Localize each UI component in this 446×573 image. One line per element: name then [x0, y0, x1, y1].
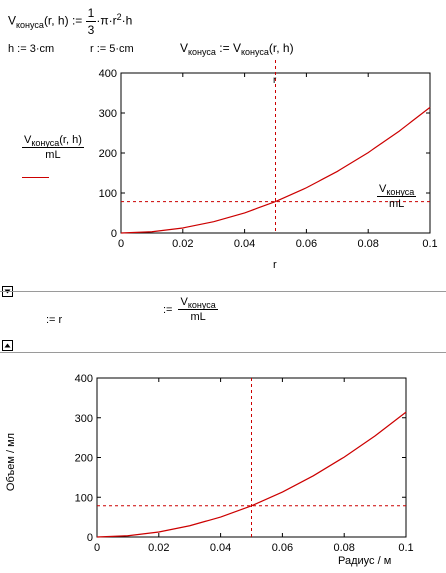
- triangle-up-icon: [4, 343, 11, 348]
- v-rhs-args: (r, h): [268, 41, 294, 55]
- plot1-marker-label: r: [273, 75, 277, 86]
- y-den: mL: [190, 311, 206, 323]
- plot1-chart[interactable]: 0 0.02 0.04 0.06 0.08 0.1 0 100 200 300 400: [0, 60, 446, 280]
- plot1-xtick-label: 0.04: [234, 238, 255, 250]
- formula-fraction: 1 3: [85, 6, 97, 37]
- plot1-ytick-label: 400: [99, 68, 117, 80]
- region-divider-top: [0, 291, 446, 292]
- region-divider-bottom: [0, 352, 446, 353]
- plot2-xtick-label: 0.08: [333, 542, 354, 554]
- plot2-xtick-label: 0: [94, 542, 100, 554]
- plot1-hline-label: Vконуса mL: [377, 183, 417, 210]
- plot1-xlabel: r: [273, 259, 277, 271]
- plot1-ylabel-args: (r, h): [59, 134, 82, 146]
- plot2-curve: [96, 411, 407, 538]
- plot2-ylabel: Объем / мл: [5, 432, 18, 492]
- plot1-ytick-label: 100: [99, 188, 117, 200]
- expand-toggle[interactable]: [2, 340, 13, 351]
- plot1-ylabel-den: mL: [45, 149, 61, 161]
- formula-lhs-sub: конуса: [16, 19, 44, 30]
- plot2-ytick-label: 200: [75, 453, 93, 465]
- plot1-hline-sub: конуса: [386, 187, 415, 197]
- plot2-ytick-label: 0: [87, 532, 93, 544]
- plot1-hline-den: mL: [388, 198, 405, 210]
- fraction-denominator: 3: [87, 23, 95, 37]
- plot1-ytick-label: 300: [99, 108, 117, 120]
- plot2-xtick-label: 0.1: [398, 542, 413, 554]
- plot1-hline-main: V: [379, 183, 387, 195]
- v-rhs-sub: конуса: [240, 47, 269, 57]
- plot2-xtick-label: 0.06: [272, 542, 293, 554]
- y-assign: :=: [163, 303, 173, 316]
- plot1-xtick-label: 0.08: [357, 238, 378, 250]
- formula-args: (r, h): [43, 13, 69, 28]
- plot1-curve: [120, 106, 431, 234]
- v-lhs-sub: конуса: [188, 47, 216, 57]
- x-placeholder[interactable]: := r: [46, 314, 63, 326]
- h-definition[interactable]: h := 3·cm: [8, 43, 55, 55]
- plot2-ytick-label: 400: [75, 373, 93, 385]
- plot1-ylabel-main: V: [24, 134, 32, 146]
- plot2-ytick-label: 300: [75, 413, 93, 425]
- v-assign: :=: [219, 41, 230, 55]
- y-num-sub: конуса: [187, 300, 216, 310]
- plot1-ytick-label: 0: [111, 228, 117, 240]
- formula-lhs: V: [8, 13, 17, 28]
- plot1-legend-swatch: [22, 177, 49, 178]
- fraction-numerator: 1: [85, 6, 97, 22]
- plot1-xtick-label: 0: [118, 238, 124, 250]
- plot2-xlabel: Радиус / м: [338, 555, 392, 567]
- y-expression[interactable]: := Vконуса mL: [163, 296, 218, 323]
- formula-rest-b: ·h: [121, 13, 133, 28]
- formula-exponent: 2: [116, 11, 122, 22]
- plot2-xtick-label: 0.04: [210, 542, 231, 554]
- formula-assign: :=: [71, 13, 83, 28]
- v-rhs: V: [232, 41, 241, 55]
- plot1-ylabel: Vконуса(r, h) mL: [22, 134, 84, 161]
- plot1-xtick-label: 0.1: [422, 238, 437, 250]
- plot2-xtick-label: 0.02: [148, 542, 169, 554]
- formula-rest-a: ·π·r: [96, 13, 117, 28]
- plot1-xtick-label: 0.06: [296, 238, 317, 250]
- v-definition[interactable]: Vконуса := Vконуса(r, h): [180, 41, 294, 57]
- volume-formula[interactable]: Vконуса(r, h) := 1 3 ·π·r2·h: [8, 6, 132, 37]
- y-num-main: V: [180, 296, 188, 308]
- plot1-ylabel-sub: конуса: [31, 138, 60, 148]
- v-lhs: V: [180, 41, 189, 55]
- r-definition[interactable]: r := 5·cm: [90, 43, 134, 55]
- plot1-xtick-label: 0.02: [172, 238, 193, 250]
- plot2-chart[interactable]: 0 0.02 0.04 0.06 0.08 0.1 0 100 200 300 400: [0, 365, 446, 565]
- plot2-ytick-label: 100: [75, 492, 93, 504]
- plot1-ytick-label: 200: [99, 148, 117, 160]
